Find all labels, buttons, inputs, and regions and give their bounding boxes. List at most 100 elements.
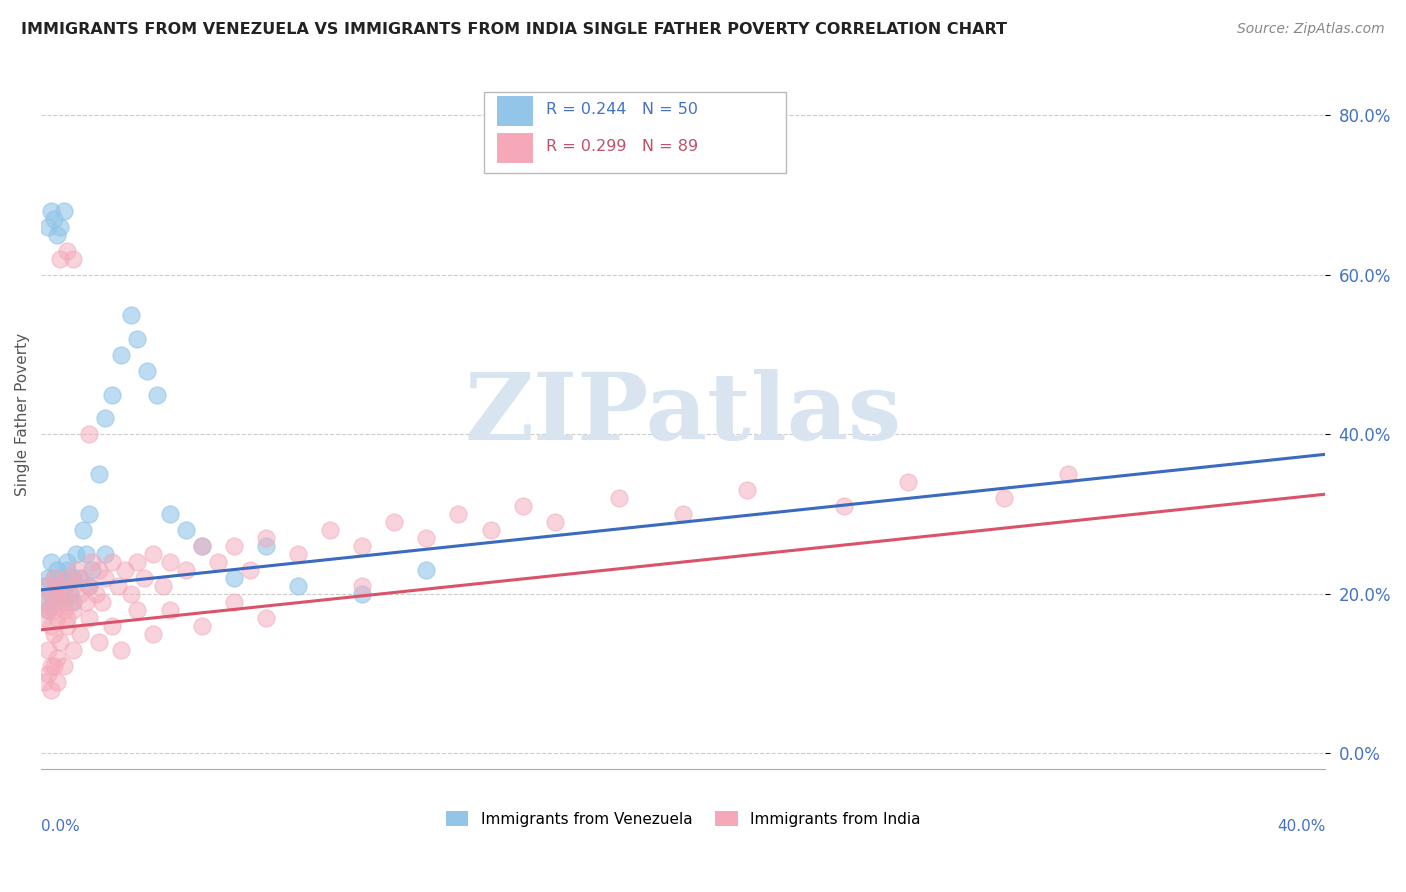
Point [62,642,84,657]
Point [62,252,84,266]
Legend: Immigrants from Venezuela, Immigrants from India: Immigrants from Venezuela, Immigrants fr… [440,805,927,832]
Point [39,555,62,569]
Point [94,411,117,425]
Point [46,579,69,593]
Point [993,491,1015,506]
Point [46,650,69,665]
Point [39,658,62,673]
Point [49,634,72,648]
Point [254,539,277,553]
FancyBboxPatch shape [496,95,533,126]
Point [52,658,75,673]
Point [49,220,72,235]
Point [42,571,65,585]
Point [239,563,262,577]
Point [46,674,69,689]
Point [52,603,75,617]
Text: ZIPatlas: ZIPatlas [464,369,901,459]
Point [319,523,342,537]
FancyBboxPatch shape [484,92,786,173]
Point [34,595,56,609]
Point [77,507,100,521]
Point [34,595,56,609]
Text: 0.0%: 0.0% [41,819,80,834]
Point [132,571,155,585]
Point [352,587,374,601]
Point [145,387,167,401]
Point [222,571,245,585]
Point [72,571,94,585]
Point [87,563,110,577]
Point [34,611,56,625]
Point [479,523,502,537]
Point [382,515,405,529]
Point [222,539,245,553]
Point [39,619,62,633]
Point [190,619,212,633]
FancyBboxPatch shape [496,133,533,162]
Text: R = 0.244   N = 50: R = 0.244 N = 50 [546,103,697,118]
Point [607,491,630,506]
Point [52,595,75,609]
Point [69,587,91,601]
Point [94,571,117,585]
Text: Source: ZipAtlas.com: Source: ZipAtlas.com [1237,22,1385,37]
Point [1057,467,1080,482]
Point [672,507,695,521]
Point [39,587,62,601]
Point [77,427,100,442]
Point [100,619,122,633]
Point [46,587,69,601]
Point [62,603,84,617]
Point [287,547,309,561]
Point [447,507,470,521]
Point [114,563,136,577]
Point [59,595,82,609]
Point [127,555,149,569]
Point [37,642,59,657]
Point [512,499,534,513]
Point [287,579,309,593]
Point [37,571,59,585]
Point [75,595,97,609]
Point [42,658,65,673]
Point [59,587,82,601]
Text: R = 0.299   N = 89: R = 0.299 N = 89 [546,139,697,154]
Point [91,595,114,609]
Point [65,563,87,577]
Point [107,579,129,593]
Point [94,547,117,561]
Point [49,579,72,593]
Point [42,603,65,617]
Point [39,204,62,219]
Point [34,579,56,593]
Point [77,579,100,593]
Point [897,475,920,490]
Text: 40.0%: 40.0% [1277,819,1326,834]
Point [415,563,437,577]
Point [84,587,107,601]
Point [415,531,437,545]
Point [207,555,229,569]
Point [100,555,122,569]
Point [77,579,100,593]
Point [72,523,94,537]
Point [39,682,62,697]
Point [100,387,122,401]
Point [87,634,110,648]
Point [56,611,79,625]
Point [69,626,91,640]
Point [34,674,56,689]
Point [69,571,91,585]
Point [56,555,79,569]
Point [37,579,59,593]
Point [159,555,181,569]
Point [42,212,65,227]
Point [127,603,149,617]
Point [159,603,181,617]
Y-axis label: Single Father Poverty: Single Father Poverty [15,333,30,496]
Point [174,523,197,537]
Point [46,227,69,242]
Point [352,539,374,553]
Point [62,579,84,593]
